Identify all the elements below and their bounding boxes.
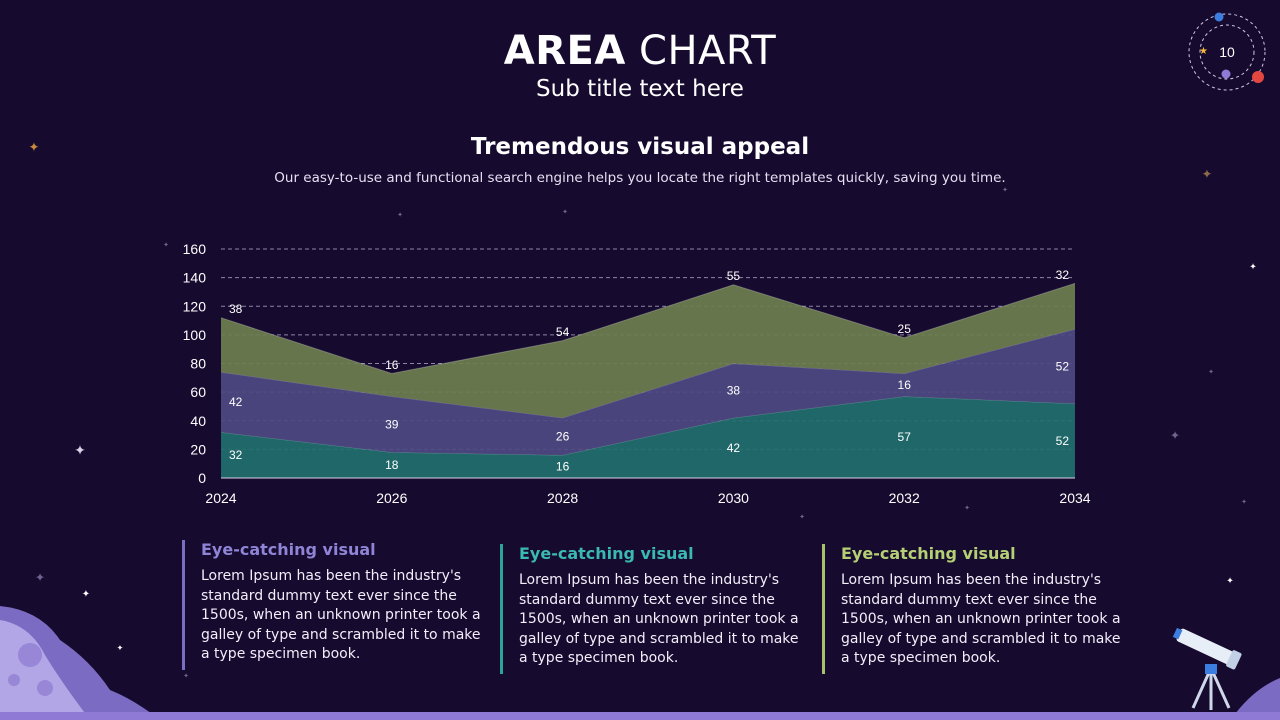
svg-text:★: ★ <box>1199 46 1208 57</box>
y-tick-label: 140 <box>183 270 207 286</box>
area-series-3 <box>221 283 1075 418</box>
data-label: 52 <box>1056 359 1070 373</box>
info-card-3: Eye-catching visual Lorem Ipsum has been… <box>822 544 1131 674</box>
y-tick-label: 80 <box>190 356 206 372</box>
y-tick-label: 100 <box>183 327 207 343</box>
star-icon: ✦ <box>799 513 805 521</box>
moon-hill-decoration <box>0 606 160 720</box>
star-icon: ✦ <box>163 241 169 249</box>
card-text: Lorem Ipsum has been the industry's stan… <box>201 568 481 662</box>
page-number: 10 <box>1219 44 1235 60</box>
section-description: Our easy-to-use and functional search en… <box>274 170 1006 186</box>
info-card-2: Eye-catching visual Lorem Ipsum has been… <box>500 544 809 674</box>
y-tick-label: 40 <box>190 413 206 429</box>
star-icon: ✦ <box>1202 168 1213 183</box>
data-label: 52 <box>1056 434 1070 448</box>
card-title: Eye-catching visual <box>201 540 376 559</box>
star-icon: ✦ <box>117 644 124 653</box>
x-tick-label: 2028 <box>547 490 578 506</box>
data-label: 16 <box>898 378 912 392</box>
title-bold: AREA <box>503 28 626 74</box>
data-label: 32 <box>229 448 243 462</box>
area-series-1 <box>221 396 1075 478</box>
section-heading: Tremendous visual appeal <box>470 134 810 160</box>
star-icon: ✦ <box>1249 263 1257 273</box>
data-label: 16 <box>556 460 570 474</box>
star-icon: ✦ <box>1170 429 1180 443</box>
area-edge-2 <box>220 328 1076 419</box>
star-icon: ✦ <box>397 211 403 219</box>
chart-axes: 2024 2026 2028 2030 2032 2034 <box>205 477 1091 506</box>
data-label: 42 <box>229 395 243 409</box>
star-icon: ✦ <box>1208 368 1214 376</box>
data-label: 54 <box>556 325 570 339</box>
y-tick-label: 60 <box>190 384 206 400</box>
data-label: 42 <box>727 441 741 455</box>
decorative-stars: ✦ ✦ ✦ ✦ ✦ ✦ ✦ ✦ ✦ ✦ ✦ ✦ ✦ ✦ ✦ ✦ ✦ ✦ <box>29 141 1258 681</box>
star-icon: ✦ <box>1226 577 1234 587</box>
star-icon: ✦ <box>1002 186 1008 194</box>
card-text: Lorem Ipsum has been the industry's stan… <box>841 572 1121 666</box>
star-icon: ✦ <box>1241 498 1247 506</box>
star-icon: ✦ <box>35 571 45 585</box>
data-label: 18 <box>385 458 399 472</box>
slide-title: AREA CHART <box>0 28 1280 74</box>
y-tick-label: 20 <box>190 441 206 457</box>
chart-areas <box>220 282 1076 478</box>
telescope-decoration <box>1172 628 1280 714</box>
star-icon: ✦ <box>29 141 40 156</box>
orbit-icon: ★ 10 <box>1188 12 1266 91</box>
slide-subtitle: Sub title text here <box>536 76 744 102</box>
data-label: 25 <box>898 322 912 336</box>
x-tick-label: 2030 <box>718 490 749 506</box>
data-label: 38 <box>727 384 741 398</box>
star-icon: ✦ <box>562 208 568 216</box>
x-tick-label: 2026 <box>376 490 407 506</box>
chart-data-labels: 32 18 16 42 57 52 42 39 26 38 16 52 38 16 54 55 25 32 <box>229 268 1069 474</box>
x-tick-label: 2024 <box>205 490 236 506</box>
card-text: Lorem Ipsum has been the industry's stan… <box>519 572 799 666</box>
data-label: 38 <box>229 302 243 316</box>
y-tick-label: 120 <box>183 298 207 314</box>
x-tick-label: 2032 <box>889 490 920 506</box>
bottom-bar <box>0 712 1280 720</box>
star-icon: ✦ <box>183 672 189 680</box>
data-label: 32 <box>1056 268 1070 282</box>
y-tick-label: 160 <box>183 241 207 257</box>
data-label: 57 <box>898 430 912 444</box>
area-edge-3 <box>220 282 1076 375</box>
data-label: 26 <box>556 429 570 443</box>
y-tick-label: 0 <box>198 470 206 486</box>
star-icon: ✦ <box>82 589 90 600</box>
star-icon: ✦ <box>964 504 970 512</box>
star-icon: ✦ <box>74 443 86 459</box>
card-title: Eye-catching visual <box>841 544 1016 563</box>
x-tick-label: 2034 <box>1059 490 1090 506</box>
info-card-1: Eye-catching visual Lorem Ipsum has been… <box>182 540 491 670</box>
card-title: Eye-catching visual <box>519 544 694 563</box>
data-label: 16 <box>385 358 399 372</box>
orbit-badge: ★ 10 <box>1186 12 1268 94</box>
title-light: CHART <box>639 28 777 74</box>
data-label: 55 <box>727 269 741 283</box>
data-label: 39 <box>385 417 399 431</box>
area-series-2 <box>221 329 1075 456</box>
